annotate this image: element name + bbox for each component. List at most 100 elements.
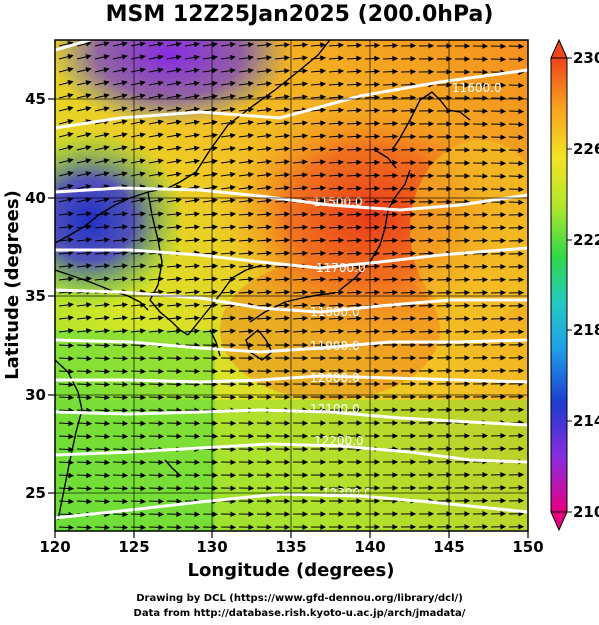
drawing-credit: Drawing by DCL (https://www.gfd-dennou.o…: [136, 593, 463, 604]
wind-arrow-head: [211, 67, 218, 74]
axis-ticks: [48, 98, 529, 538]
wind-arrow-head: [68, 237, 75, 243]
wind-arrow-head: [157, 197, 164, 203]
wind-arrow-head: [193, 93, 200, 100]
wind-arrow-head: [320, 250, 327, 257]
wind-arrow-head: [229, 132, 236, 139]
wind-arrow-head: [230, 381, 237, 387]
wind-arrow-head: [175, 67, 182, 74]
wind-arrow-head: [158, 485, 165, 492]
wind-arrow-head: [356, 211, 363, 218]
wind-arrow-head: [103, 158, 110, 164]
wind-arrow-head: [302, 394, 309, 400]
wind-arrow-head: [518, 290, 525, 296]
wind-arrow-head: [230, 263, 237, 269]
wind-arrow-head: [500, 263, 507, 270]
wind-arrow-head: [500, 173, 507, 180]
wind-arrow-head: [211, 158, 218, 165]
wind-arrow-head: [284, 368, 291, 374]
x-axis-title: Longitude (degrees): [188, 560, 395, 581]
wind-arrow-head: [86, 237, 93, 243]
wind-arrow-head: [86, 498, 93, 505]
wind-arrow-head: [266, 55, 273, 61]
wind-arrow-head: [104, 407, 111, 414]
wind-arrow-head: [428, 485, 435, 491]
wind-arrow-head: [356, 276, 363, 283]
wind-arrow-head: [302, 302, 309, 309]
wind-arrow-head: [230, 524, 237, 530]
wind-arrow-head: [212, 224, 219, 230]
wind-arrow-head: [518, 316, 525, 322]
wind-arrow-head: [212, 485, 219, 491]
wind-arrow-head: [338, 107, 345, 114]
wind-arrow-head: [374, 315, 381, 322]
wind-arrow-head: [482, 302, 489, 309]
wind-arrow-head: [230, 211, 237, 217]
wind-arrow-head: [518, 56, 525, 63]
wind-arrow-head: [212, 237, 219, 243]
wind-arrow-head: [103, 145, 110, 151]
wind-arrow-head: [103, 171, 110, 177]
wind-arrow-head: [374, 420, 381, 426]
wind-arrow-head: [212, 524, 219, 530]
wind-arrow-head: [356, 315, 363, 322]
wind-arrow-head: [247, 42, 255, 48]
wind-arrow-head: [139, 54, 146, 60]
wind-arrow-head: [464, 224, 471, 231]
wind-arrow-head: [374, 172, 381, 179]
wind-arrow-head: [320, 328, 327, 335]
wind-arrow-head: [374, 42, 381, 49]
wind-arrow-head: [284, 133, 291, 139]
wind-arrow-head: [284, 276, 291, 283]
wind-arrow-head: [140, 211, 147, 217]
wind-arrow-head: [500, 289, 507, 296]
wind-arrow-head: [157, 41, 164, 47]
wind-arrow-head: [158, 315, 165, 321]
colorbar-min-triangle: [550, 511, 568, 532]
wind-arrow-head: [248, 511, 255, 517]
wind-arrow-head: [500, 524, 507, 530]
wind-arrow-head: [104, 485, 111, 492]
y-tick-label: 35: [25, 287, 46, 305]
wind-arrow-head: [157, 158, 164, 164]
wind-arrow-head: [158, 407, 165, 414]
wind-arrow-head: [194, 420, 201, 427]
wind-arrow-head: [320, 133, 327, 139]
wind-arrow-head: [176, 328, 183, 334]
wind-arrow-head: [356, 433, 363, 439]
wind-arrow-head: [122, 511, 129, 518]
wind-arrow-head: [392, 250, 399, 257]
wind-arrow-head: [482, 69, 489, 75]
y-tick-label: 40: [25, 189, 46, 207]
wind-arrow-head: [302, 498, 309, 504]
contour-label: 11600.0: [452, 81, 502, 95]
wind-arrow-head: [230, 237, 237, 243]
wind-arrow-head: [302, 42, 309, 48]
wind-arrow-head: [266, 211, 273, 218]
wind-arrow-head: [284, 420, 291, 426]
wind-arrow-head: [86, 459, 93, 466]
wind-arrow-head: [392, 211, 399, 218]
wind-arrow-head: [157, 54, 164, 60]
wind-arrow-head: [464, 160, 471, 166]
wind-arrow-head: [86, 485, 93, 492]
wind-arrow-head: [157, 132, 164, 138]
wind-arrow-head: [266, 276, 273, 283]
wind-arrow-head: [302, 68, 309, 74]
wind-arrow-head: [140, 368, 147, 375]
wind-arrow-head: [158, 524, 165, 531]
wind-arrow-head: [338, 381, 345, 387]
contour-label: 12000.0: [310, 371, 360, 385]
wind-arrow-head: [266, 472, 273, 478]
wind-arrow-head: [86, 211, 93, 217]
wind-arrow-head: [392, 185, 399, 192]
wind-arrow-head: [158, 328, 165, 334]
wind-arrow-head: [302, 328, 309, 335]
wind-arrow-head: [500, 56, 507, 63]
wind-arrow-head: [266, 81, 273, 87]
wind-arrow-head: [104, 302, 111, 308]
wind-arrow-head: [302, 315, 309, 322]
wind-arrow-head: [392, 237, 399, 244]
wind-arrow-head: [518, 251, 525, 257]
wind-arrow-head: [518, 406, 525, 413]
